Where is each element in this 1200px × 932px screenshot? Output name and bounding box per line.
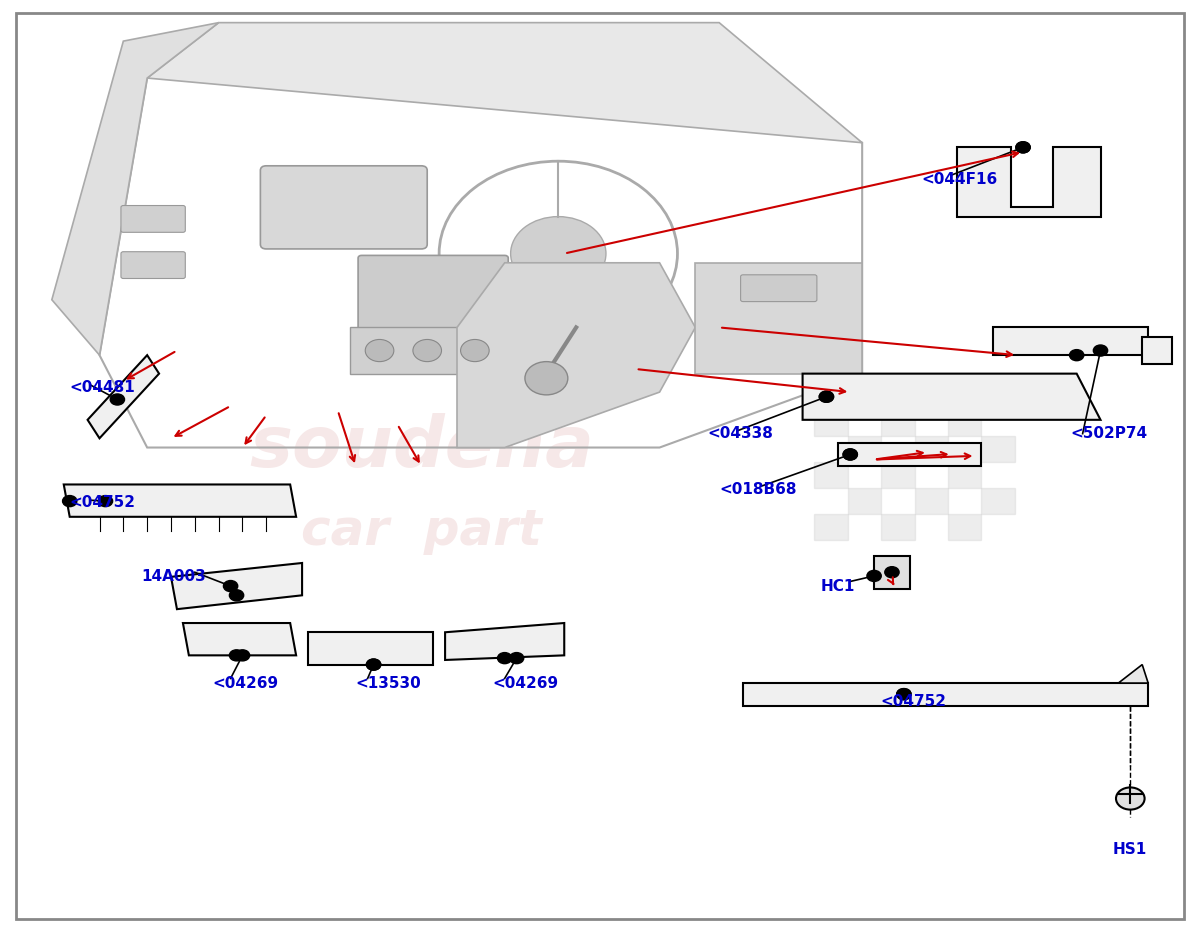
- Bar: [914, 436, 948, 462]
- Bar: [848, 436, 881, 462]
- Circle shape: [366, 659, 380, 670]
- Text: <04269: <04269: [493, 676, 559, 691]
- Polygon shape: [743, 683, 1148, 706]
- Bar: [848, 385, 881, 411]
- Bar: [982, 436, 1015, 462]
- FancyBboxPatch shape: [358, 255, 509, 330]
- Polygon shape: [1142, 336, 1172, 364]
- Text: HC1: HC1: [821, 579, 854, 594]
- FancyBboxPatch shape: [121, 206, 185, 232]
- Bar: [815, 411, 848, 436]
- Text: car  part: car part: [301, 507, 541, 555]
- Text: <018B68: <018B68: [719, 482, 797, 497]
- Circle shape: [62, 496, 77, 507]
- Polygon shape: [88, 355, 160, 438]
- Bar: [948, 514, 982, 540]
- Circle shape: [896, 689, 911, 700]
- Text: 14A003: 14A003: [142, 569, 206, 584]
- Circle shape: [820, 391, 834, 403]
- Circle shape: [1069, 350, 1084, 361]
- Circle shape: [223, 581, 238, 592]
- Circle shape: [461, 339, 490, 362]
- Text: <04752: <04752: [70, 496, 136, 511]
- Polygon shape: [52, 22, 218, 355]
- Circle shape: [844, 449, 857, 460]
- Bar: [948, 462, 982, 488]
- Circle shape: [1016, 142, 1030, 153]
- Bar: [848, 488, 881, 514]
- Polygon shape: [64, 485, 296, 517]
- Circle shape: [866, 570, 881, 582]
- Bar: [914, 385, 948, 411]
- Circle shape: [235, 650, 250, 661]
- Circle shape: [498, 652, 512, 664]
- Circle shape: [1093, 345, 1108, 356]
- Polygon shape: [445, 623, 564, 660]
- Circle shape: [524, 362, 568, 395]
- Circle shape: [511, 216, 606, 291]
- Text: <044F16: <044F16: [922, 172, 998, 187]
- Polygon shape: [1118, 665, 1148, 683]
- Text: <04752: <04752: [880, 694, 946, 709]
- Polygon shape: [170, 563, 302, 610]
- Circle shape: [510, 652, 523, 664]
- Circle shape: [110, 394, 125, 405]
- Polygon shape: [958, 147, 1100, 216]
- Circle shape: [844, 449, 857, 460]
- Circle shape: [884, 567, 899, 578]
- Text: HS1: HS1: [1112, 842, 1147, 857]
- Circle shape: [229, 590, 244, 601]
- Bar: [982, 488, 1015, 514]
- Polygon shape: [308, 632, 433, 665]
- Circle shape: [366, 659, 380, 670]
- Bar: [914, 488, 948, 514]
- Bar: [815, 514, 848, 540]
- Bar: [874, 555, 910, 589]
- Bar: [982, 385, 1015, 411]
- Text: soudena: soudena: [248, 413, 594, 482]
- Text: <04481: <04481: [70, 380, 136, 395]
- Polygon shape: [839, 443, 982, 466]
- Bar: [815, 462, 848, 488]
- FancyBboxPatch shape: [121, 252, 185, 279]
- Circle shape: [413, 339, 442, 362]
- Polygon shape: [695, 263, 862, 374]
- Polygon shape: [803, 374, 1100, 419]
- FancyBboxPatch shape: [740, 275, 817, 302]
- Circle shape: [1116, 788, 1145, 810]
- Polygon shape: [349, 327, 505, 374]
- Bar: [881, 411, 914, 436]
- Bar: [881, 462, 914, 488]
- Circle shape: [1016, 142, 1030, 153]
- Circle shape: [820, 391, 834, 403]
- Circle shape: [896, 689, 911, 700]
- Polygon shape: [994, 327, 1148, 355]
- Polygon shape: [457, 263, 695, 447]
- Circle shape: [229, 650, 244, 661]
- Polygon shape: [148, 22, 862, 143]
- Polygon shape: [182, 623, 296, 655]
- Circle shape: [365, 339, 394, 362]
- FancyBboxPatch shape: [260, 166, 427, 249]
- Bar: [881, 514, 914, 540]
- Text: <04338: <04338: [707, 426, 773, 441]
- Text: <04269: <04269: [212, 676, 278, 691]
- Text: <13530: <13530: [355, 676, 421, 691]
- Bar: [948, 411, 982, 436]
- Circle shape: [98, 496, 113, 507]
- Text: <502P74: <502P74: [1070, 426, 1148, 441]
